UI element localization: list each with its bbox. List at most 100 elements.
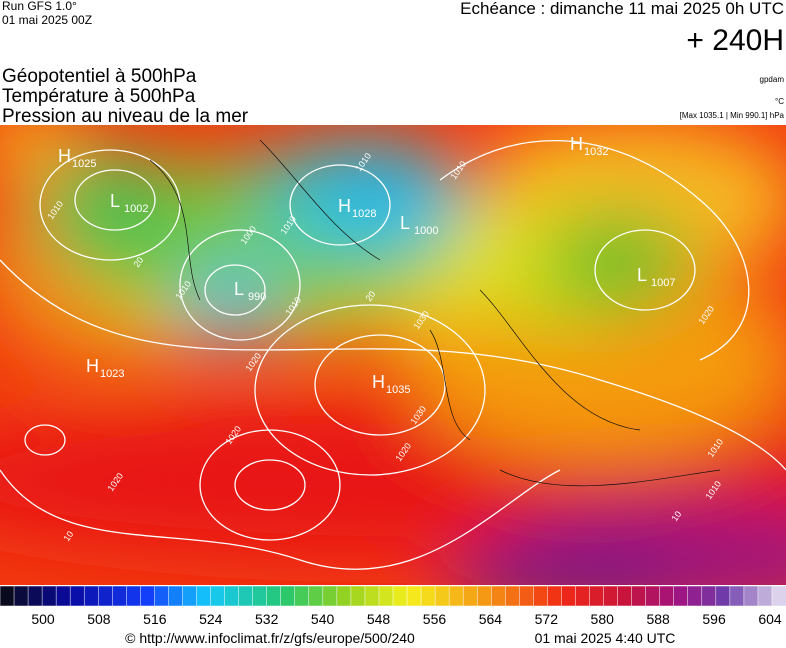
center-value: 1002 [124,203,148,215]
source-url: © http://www.infoclimat.fr/z/gfs/europe/… [125,630,415,646]
center-value: 1025 [72,158,96,170]
isobar [39,149,181,261]
center-letter: L [234,279,244,299]
colorbar-cell [561,585,577,607]
colorbar-cell [476,585,493,607]
colorbar-label: 556 [423,611,447,627]
center-value: 1032 [584,146,608,158]
colorbar-label: 572 [535,611,559,627]
colorbar-cell [210,585,226,607]
center-letter: H [58,146,71,166]
colorbar-cell [364,585,380,607]
colorbar-cell [154,585,170,607]
isobar [254,304,486,476]
field: Géopotentiel à 500hPa [2,66,197,87]
colorbar-cell [27,585,43,607]
run-date: 01 mai 2025 00Z [2,13,92,27]
lead-time: + 240H [686,24,784,57]
colorbar-label: 596 [702,611,726,627]
colorbar-cell [140,585,156,607]
colorbar-cell [252,585,268,607]
contour-label: 20 [131,255,145,269]
colorbar-cell [519,585,535,607]
field: Pression au niveau de la mer [2,106,249,127]
colorbar-cell [743,585,759,607]
echeance: Echéance : dimanche 11 mai 2025 0h UTC [460,0,784,18]
center-value: 1028 [352,208,376,220]
colorbar-cell [336,585,352,607]
colorbar-cell [238,585,254,607]
colorbar-label: 588 [646,611,670,627]
colorbar-label: 564 [479,611,503,627]
center-letter: H [570,134,583,154]
center-letter: H [338,196,351,216]
center-value: 1023 [100,368,124,380]
colorbar-cell [434,585,450,607]
colorbar-cell [448,585,464,607]
center-value: 990 [248,291,266,303]
colorbar-cell [266,585,282,607]
center-letter: H [372,372,385,392]
map [0,125,786,585]
unit: gpdam [760,75,785,84]
colorbar-label: 500 [31,611,55,627]
colorbar-cell [462,585,478,607]
center-letter: L [110,191,120,211]
generated-time: 01 mai 2025 4:40 UTC [535,630,676,646]
colorbar-cell [757,585,773,607]
colorbar-label: 540 [311,611,335,627]
colorbar-cell [589,585,605,607]
colorbar-cell [350,585,366,607]
colorbar-cell [533,585,549,607]
unit: °C [775,97,784,106]
colorbar-cell [182,585,198,607]
colorbar-cell [55,585,71,607]
contour-label: 10 [669,509,683,523]
colorbar-label: 532 [255,611,279,627]
center-letter: H [86,356,99,376]
colorbar-label: 580 [591,611,615,627]
isobar [74,169,156,231]
colorbar-label: 524 [199,611,223,627]
colorbar-cell [505,585,521,607]
colorbar-cell [392,585,408,607]
isobar [204,264,266,316]
colorbar-cell [13,585,29,607]
coastline [149,139,721,487]
colorbar-cell [41,585,57,607]
center-letter: L [637,265,647,285]
pressure-range: [Max 1035.1 | Min 990.1] hPa [680,111,785,120]
isobar [0,259,786,471]
colorbar-cell [673,585,689,607]
colorbar-cell [294,585,310,607]
colorbar-label: 548 [367,611,391,627]
colorbar-cell [308,585,324,607]
colorbar-cell [126,585,142,607]
isobar [199,429,341,541]
contour-label: 10 [61,529,75,543]
isobar [24,424,66,456]
colorbar-cell [83,585,100,607]
colorbar-cell [687,585,703,607]
colorbar-cell [701,585,717,607]
colorbar-cell [603,585,619,607]
colorbar-cell [547,585,563,607]
colorbar-cell [631,585,647,607]
center-value: 1007 [651,277,675,289]
colorbar-cell [378,585,394,607]
isobar [314,334,446,436]
colorbar-cell [0,585,15,607]
colorbar-cell [645,585,661,607]
colorbar-cell [168,585,184,607]
isobar [179,229,301,341]
colorbar-cell [196,585,212,607]
colorbar-cell [575,585,591,607]
run: Run GFS 1.0° [2,0,77,13]
isobar [594,229,696,311]
center-value: 1000 [414,225,438,237]
colorbar-label: 508 [87,611,111,627]
colorbar-label: 604 [758,611,782,627]
colorbar-cell [406,585,422,607]
field: Température à 500hPa [2,86,196,107]
colorbar-cell [69,585,85,607]
